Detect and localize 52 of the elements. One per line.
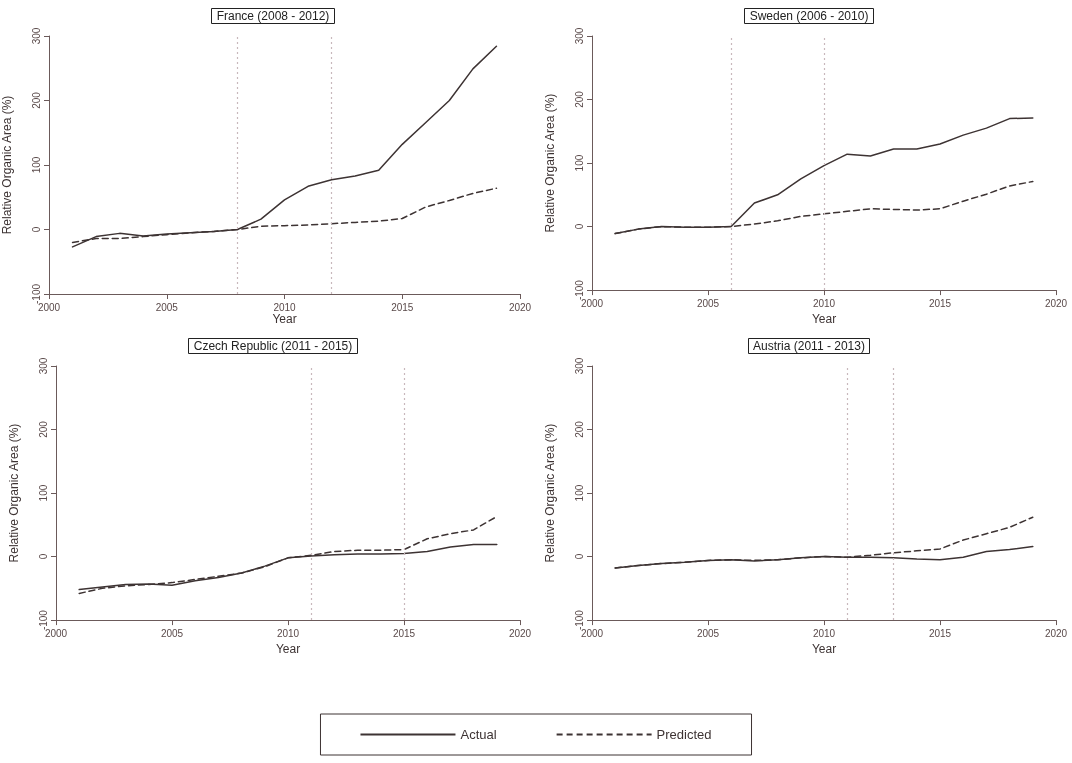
chart-title: Austria (2011 - 2013) [753,339,865,353]
y-tick-label: 200 [573,90,585,108]
x-tick-label: 2010 [276,627,300,639]
y-axis-title: Relative Organic Area (%) [543,93,557,233]
y-tick-label: 100 [573,484,585,502]
y-tick-label: 100 [30,156,42,174]
x-tick-label: 2015 [391,301,414,313]
x-tick-label: 2020 [1044,297,1068,309]
x-axis-title: Year [275,642,301,656]
x-tick-label: 2010 [812,297,836,309]
x-tick-label: 2020 [508,627,532,639]
y-axis-title: Relative Organic Area (%) [543,423,557,563]
chart-title: Czech Republic (2011 - 2015) [193,339,353,353]
x-tick-label: 2000 [580,297,604,309]
x-tick-label: 2000 [37,301,61,313]
y-tick-label: 0 [30,226,42,233]
y-tick-label: 100 [37,484,49,502]
x-tick-label: 2005 [160,627,184,639]
y-tick-label: 200 [573,420,585,438]
x-tick-label: 2005 [155,301,179,313]
chart-title: France (2008 - 2012) [216,9,330,23]
y-axis-title: Relative Organic Area (%) [0,95,14,235]
x-tick-label: 2020 [508,301,532,313]
x-tick-label: 2010 [812,627,836,639]
legend-label: Actual [460,727,497,742]
x-tick-label: 2005 [696,297,720,309]
chart-title: Sweden (2006 - 2010) [749,9,869,23]
y-tick-label: 300 [37,357,49,375]
x-tick-label: 2000 [580,627,604,639]
y-tick-label: 0 [573,223,585,230]
y-tick-label: 0 [573,553,585,560]
y-tick-label: 200 [30,91,42,109]
x-tick-label: 2000 [44,627,68,639]
y-tick-label: 300 [573,357,585,375]
x-axis-title: Year [272,311,297,326]
y-tick-label: 200 [37,420,49,438]
legend-label: Predicted [656,727,712,742]
line-series [71,45,498,248]
y-tick-label: 100 [573,154,585,172]
y-tick-label: 0 [37,553,49,560]
x-tick-label: 2015 [928,297,952,309]
y-tick-label: 300 [30,27,42,45]
x-axis-title: Year [811,312,837,326]
x-tick-label: 2010 [273,301,297,313]
x-tick-label: 2015 [928,627,952,639]
line-series [78,515,498,595]
x-tick-label: 2015 [392,627,416,639]
y-tick-label: 300 [573,27,585,45]
x-tick-label: 2005 [696,627,720,639]
x-tick-label: 2020 [1044,627,1068,639]
y-axis-title: Relative Organic Area (%) [7,423,21,563]
x-axis-title: Year [811,642,837,656]
